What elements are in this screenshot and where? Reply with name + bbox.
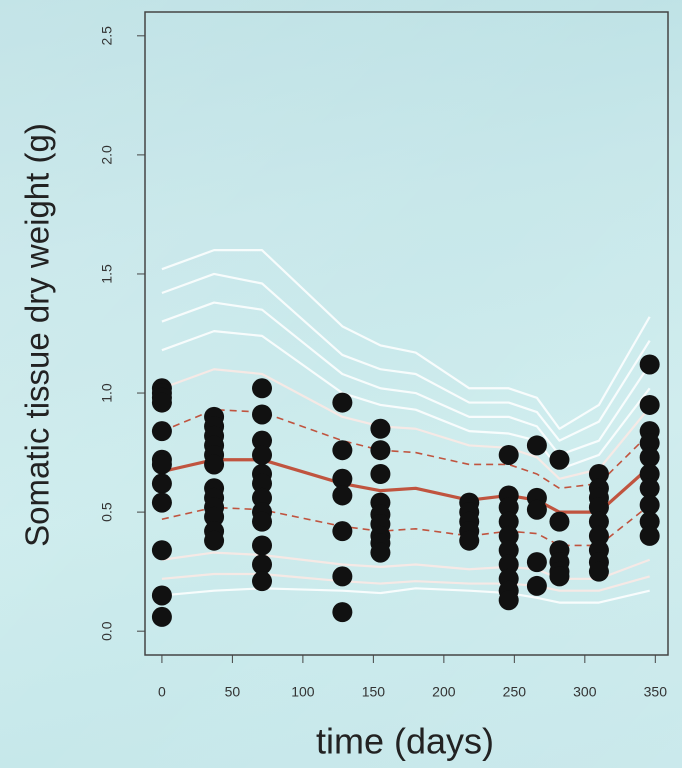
data-point [332, 602, 353, 623]
data-point [151, 473, 172, 494]
data-point [252, 554, 273, 575]
data-point [252, 487, 273, 508]
data-point [549, 449, 570, 470]
x-tick-label: 250 [503, 684, 527, 700]
data-point [588, 511, 609, 532]
data-point [588, 497, 609, 518]
simulation-line [161, 368, 651, 480]
x-tick-label: 300 [573, 684, 597, 700]
simulation-line [161, 272, 651, 442]
data-point [526, 552, 547, 573]
data-point [639, 447, 660, 468]
data-point [370, 542, 391, 563]
x-tick-label: 200 [432, 684, 456, 700]
data-point [370, 418, 391, 439]
data-point [151, 421, 172, 442]
data-point [151, 454, 172, 475]
data-point [639, 494, 660, 515]
data-point [252, 378, 273, 399]
data-point [526, 499, 547, 520]
data-point [332, 521, 353, 542]
plot-area [151, 249, 660, 627]
x-tick-label: 100 [291, 684, 315, 700]
data-point [498, 497, 519, 518]
y-axis-label: Somatic tissue dry weight (g) [19, 123, 56, 547]
data-point [332, 440, 353, 461]
data-point [639, 464, 660, 485]
data-point [588, 561, 609, 582]
data-point [639, 354, 660, 375]
data-point [252, 404, 273, 425]
x-tick-label: 0 [158, 684, 166, 700]
y-tick-label: 1.5 [99, 264, 115, 284]
data-point [252, 444, 273, 465]
simulation-line [161, 572, 650, 592]
data-point [639, 394, 660, 415]
data-point [639, 511, 660, 532]
data-point [332, 468, 353, 489]
data-point [588, 464, 609, 485]
x-tick-label: 50 [225, 684, 241, 700]
simulation-line [161, 587, 650, 604]
data-point [370, 464, 391, 485]
data-point [252, 535, 273, 556]
data-point [252, 511, 273, 532]
data-point [151, 492, 172, 513]
x-tick-label: 350 [644, 684, 668, 700]
data-point [151, 540, 172, 561]
data-point [204, 530, 225, 551]
data-point [639, 433, 660, 454]
data-point [588, 525, 609, 546]
data-point [549, 511, 570, 532]
data-point [498, 554, 519, 575]
data-point [498, 511, 519, 532]
data-point [252, 571, 273, 592]
data-point [252, 430, 273, 451]
data-point [498, 525, 519, 546]
data-point [639, 478, 660, 499]
data-point [332, 566, 353, 587]
data-point [498, 444, 519, 465]
data-point [370, 440, 391, 461]
data-point [332, 485, 353, 506]
x-axis-label: time (days) [316, 721, 494, 762]
data-point [498, 540, 519, 561]
data-point [526, 575, 547, 596]
y-tick-label: 0.0 [99, 621, 115, 641]
data-point [332, 392, 353, 413]
x-tick-label: 150 [362, 684, 386, 700]
y-tick-label: 2.0 [99, 145, 115, 165]
data-point [151, 392, 172, 413]
data-point [549, 566, 570, 587]
y-tick-label: 2.5 [99, 26, 115, 46]
data-point [204, 506, 225, 527]
data-point [252, 473, 273, 494]
data-point [459, 530, 480, 551]
simulation-line [161, 249, 651, 430]
data-point [498, 590, 519, 611]
data-point [151, 606, 172, 627]
data-point [639, 525, 660, 546]
data-point [204, 454, 225, 475]
y-tick-label: 0.5 [99, 502, 115, 522]
plot-frame [144, 11, 669, 656]
y-tick-label: 1.0 [99, 383, 115, 403]
data-point [151, 585, 172, 606]
data-point [526, 435, 547, 456]
